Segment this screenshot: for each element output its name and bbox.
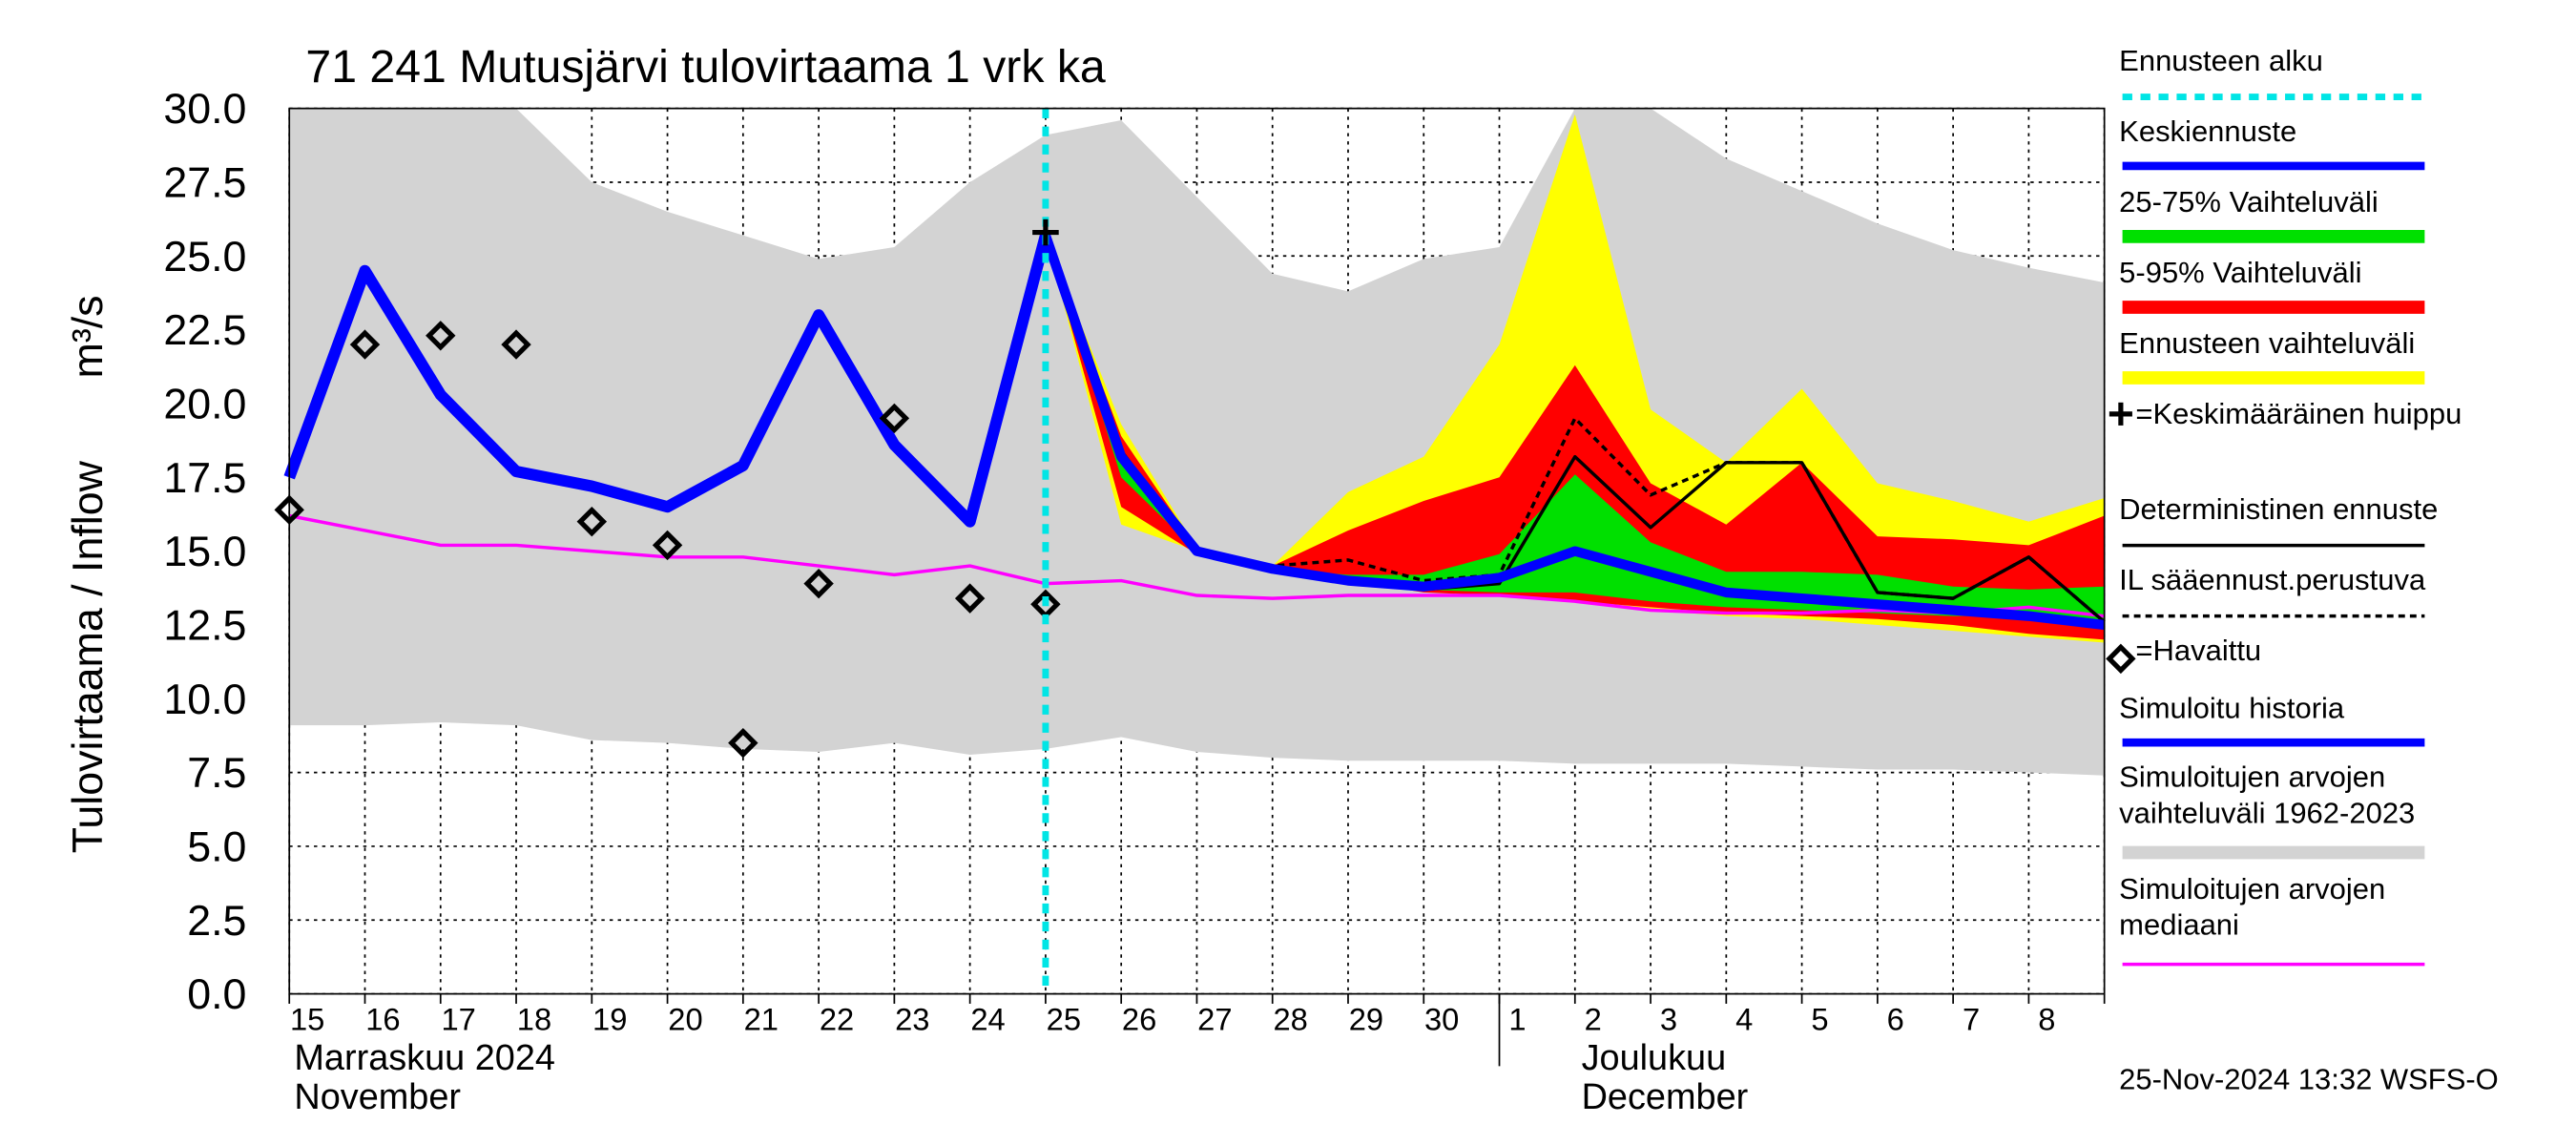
y-tick-label: 7.5 — [187, 749, 246, 797]
observed-marker — [728, 727, 758, 759]
y-tick-label: 15.0 — [163, 528, 246, 575]
x-tick-label: 24 — [970, 1001, 1005, 1036]
observed-marker — [576, 506, 608, 537]
x-tick-label: 21 — [744, 1001, 779, 1036]
legend-label: Simuloitujen arvojen vaihteluväli 1962-2… — [2119, 760, 2416, 830]
x-tick-label: 8 — [2038, 1001, 2055, 1036]
x-tick-label: 28 — [1273, 1001, 1307, 1036]
x-tick-label: 26 — [1122, 1001, 1156, 1036]
x-tick-label: 18 — [517, 1001, 551, 1036]
y-tick-label: 30.0 — [163, 85, 246, 133]
y-tick-label: 17.5 — [163, 454, 246, 502]
x-tick-label: 5 — [1811, 1001, 1828, 1036]
x-tick-label: 2 — [1585, 1001, 1602, 1036]
month-label: Joulukuu — [1582, 1038, 1727, 1078]
legend-label: Simuloitujen arvojen mediaani — [2119, 872, 2386, 942]
y-tick-label: 0.0 — [187, 970, 246, 1018]
legend-label: =Keskimääräinen huippu — [2135, 397, 2462, 431]
legend-entry: Simuloitujen arvojen mediaani — [2119, 872, 2386, 942]
x-tick-label: 29 — [1349, 1001, 1383, 1036]
y-tick-label: 25.0 — [163, 233, 246, 281]
x-tick-label: 1 — [1508, 1001, 1526, 1036]
x-tick-label: 4 — [1735, 1001, 1753, 1036]
month-label: December — [1582, 1077, 1749, 1117]
y-tick-label: 5.0 — [187, 822, 246, 870]
x-tick-label: 19 — [592, 1001, 627, 1036]
y-tick-label: 10.0 — [163, 676, 246, 723]
legend-label: Ennusteen vaihteluväli — [2119, 326, 2416, 361]
legend-label: Ennusteen alku — [2119, 44, 2323, 77]
legend-symbol — [2106, 643, 2136, 675]
series-line — [1041, 233, 2106, 631]
x-tick-label: 27 — [1197, 1001, 1232, 1036]
legend-label: IL sääennust.perustuva — [2119, 563, 2426, 596]
legend-label: Keskiennuste — [2119, 114, 2297, 148]
legend-entry: Simuloitujen arvojen vaihteluväli 1962-2… — [2119, 760, 2416, 830]
legend-label: 25-75% Vaihteluväli — [2119, 185, 2379, 219]
series-line — [288, 513, 2105, 618]
observed-marker — [426, 321, 456, 351]
plot-area: 0.0 2.5 5.0 7.5 10.0 12.5 15.0 17.5 20.0 22.5 25.0… — [163, 85, 2106, 1117]
legend-label: Simuloitu historia — [2119, 691, 2345, 725]
y-tick-label: 2.5 — [187, 897, 246, 945]
legend-entry: Keskiennuste — [2119, 114, 2297, 148]
y-axis-label: Tulovirtaama / Inflow — [64, 460, 112, 853]
legend-entry: Simuloitu historia — [2119, 691, 2345, 725]
y-tick-label: 22.5 — [163, 306, 246, 354]
x-tick-label: 25 — [1047, 1001, 1081, 1036]
observed-marker — [879, 403, 910, 434]
legend-label: =Havaittu — [2135, 634, 2262, 667]
range-band — [1045, 235, 2105, 640]
footer: 25-Nov-2024 13:32 WSFS-O — [2119, 1062, 2499, 1095]
observed-marker — [652, 530, 683, 561]
legend-entry: Ennusteen alku — [2119, 44, 2323, 77]
peak-marker — [1032, 219, 1059, 246]
month-label: Marraskuu 2024 — [294, 1038, 555, 1078]
legend-entry: Deterministinen ennuste — [2119, 492, 2439, 526]
legend-entry: =Havaittu — [2135, 634, 2262, 667]
x-tick-label: 22 — [820, 1001, 854, 1036]
legend-label: Deterministinen ennuste — [2119, 492, 2439, 526]
x-tick-label: 17 — [442, 1001, 476, 1036]
x-tick-label: 20 — [668, 1001, 702, 1036]
legend-entry: IL sääennust.perustuva — [2119, 563, 2426, 596]
x-tick-label: 3 — [1660, 1001, 1677, 1036]
legend-entry: 25-75% Vaihteluväli — [2119, 185, 2379, 219]
x-tick-label: 30 — [1424, 1001, 1459, 1036]
legend-label: 5-95% Vaihteluväli — [2119, 256, 2362, 290]
x-tick-label: 6 — [1887, 1001, 1904, 1036]
legend-entry: Ennusteen vaihteluväli — [2119, 326, 2416, 361]
y-tick-label: 20.0 — [163, 380, 246, 427]
observed-marker — [349, 329, 381, 360]
legend-entry: =Keskimääräinen huippu — [2135, 397, 2462, 431]
y-tick-label: 27.5 — [163, 158, 246, 206]
x-tick-label: 16 — [365, 1001, 400, 1036]
y-tick-label: 12.5 — [163, 601, 246, 649]
x-tick-label: 23 — [895, 1001, 929, 1036]
legend: Ennusteen alku Keskiennuste 25-75% Vaihtel… — [2106, 44, 2462, 967]
observed-marker — [803, 568, 834, 599]
x-tick-label: 7 — [1963, 1001, 1980, 1036]
plot-border — [288, 107, 2106, 995]
y-axis-unit: m³/s — [64, 295, 112, 378]
chart-title: 71 241 Mutusjärvi tulovirtaama 1 vrk ka — [305, 41, 1105, 93]
series-line — [283, 234, 1051, 528]
observed-marker — [954, 583, 986, 614]
legend-entry: 5-95% Vaihteluväli — [2119, 256, 2362, 290]
x-tick-label: 15 — [290, 1001, 324, 1036]
month-label: November — [294, 1077, 461, 1117]
observed-marker — [501, 329, 531, 360]
